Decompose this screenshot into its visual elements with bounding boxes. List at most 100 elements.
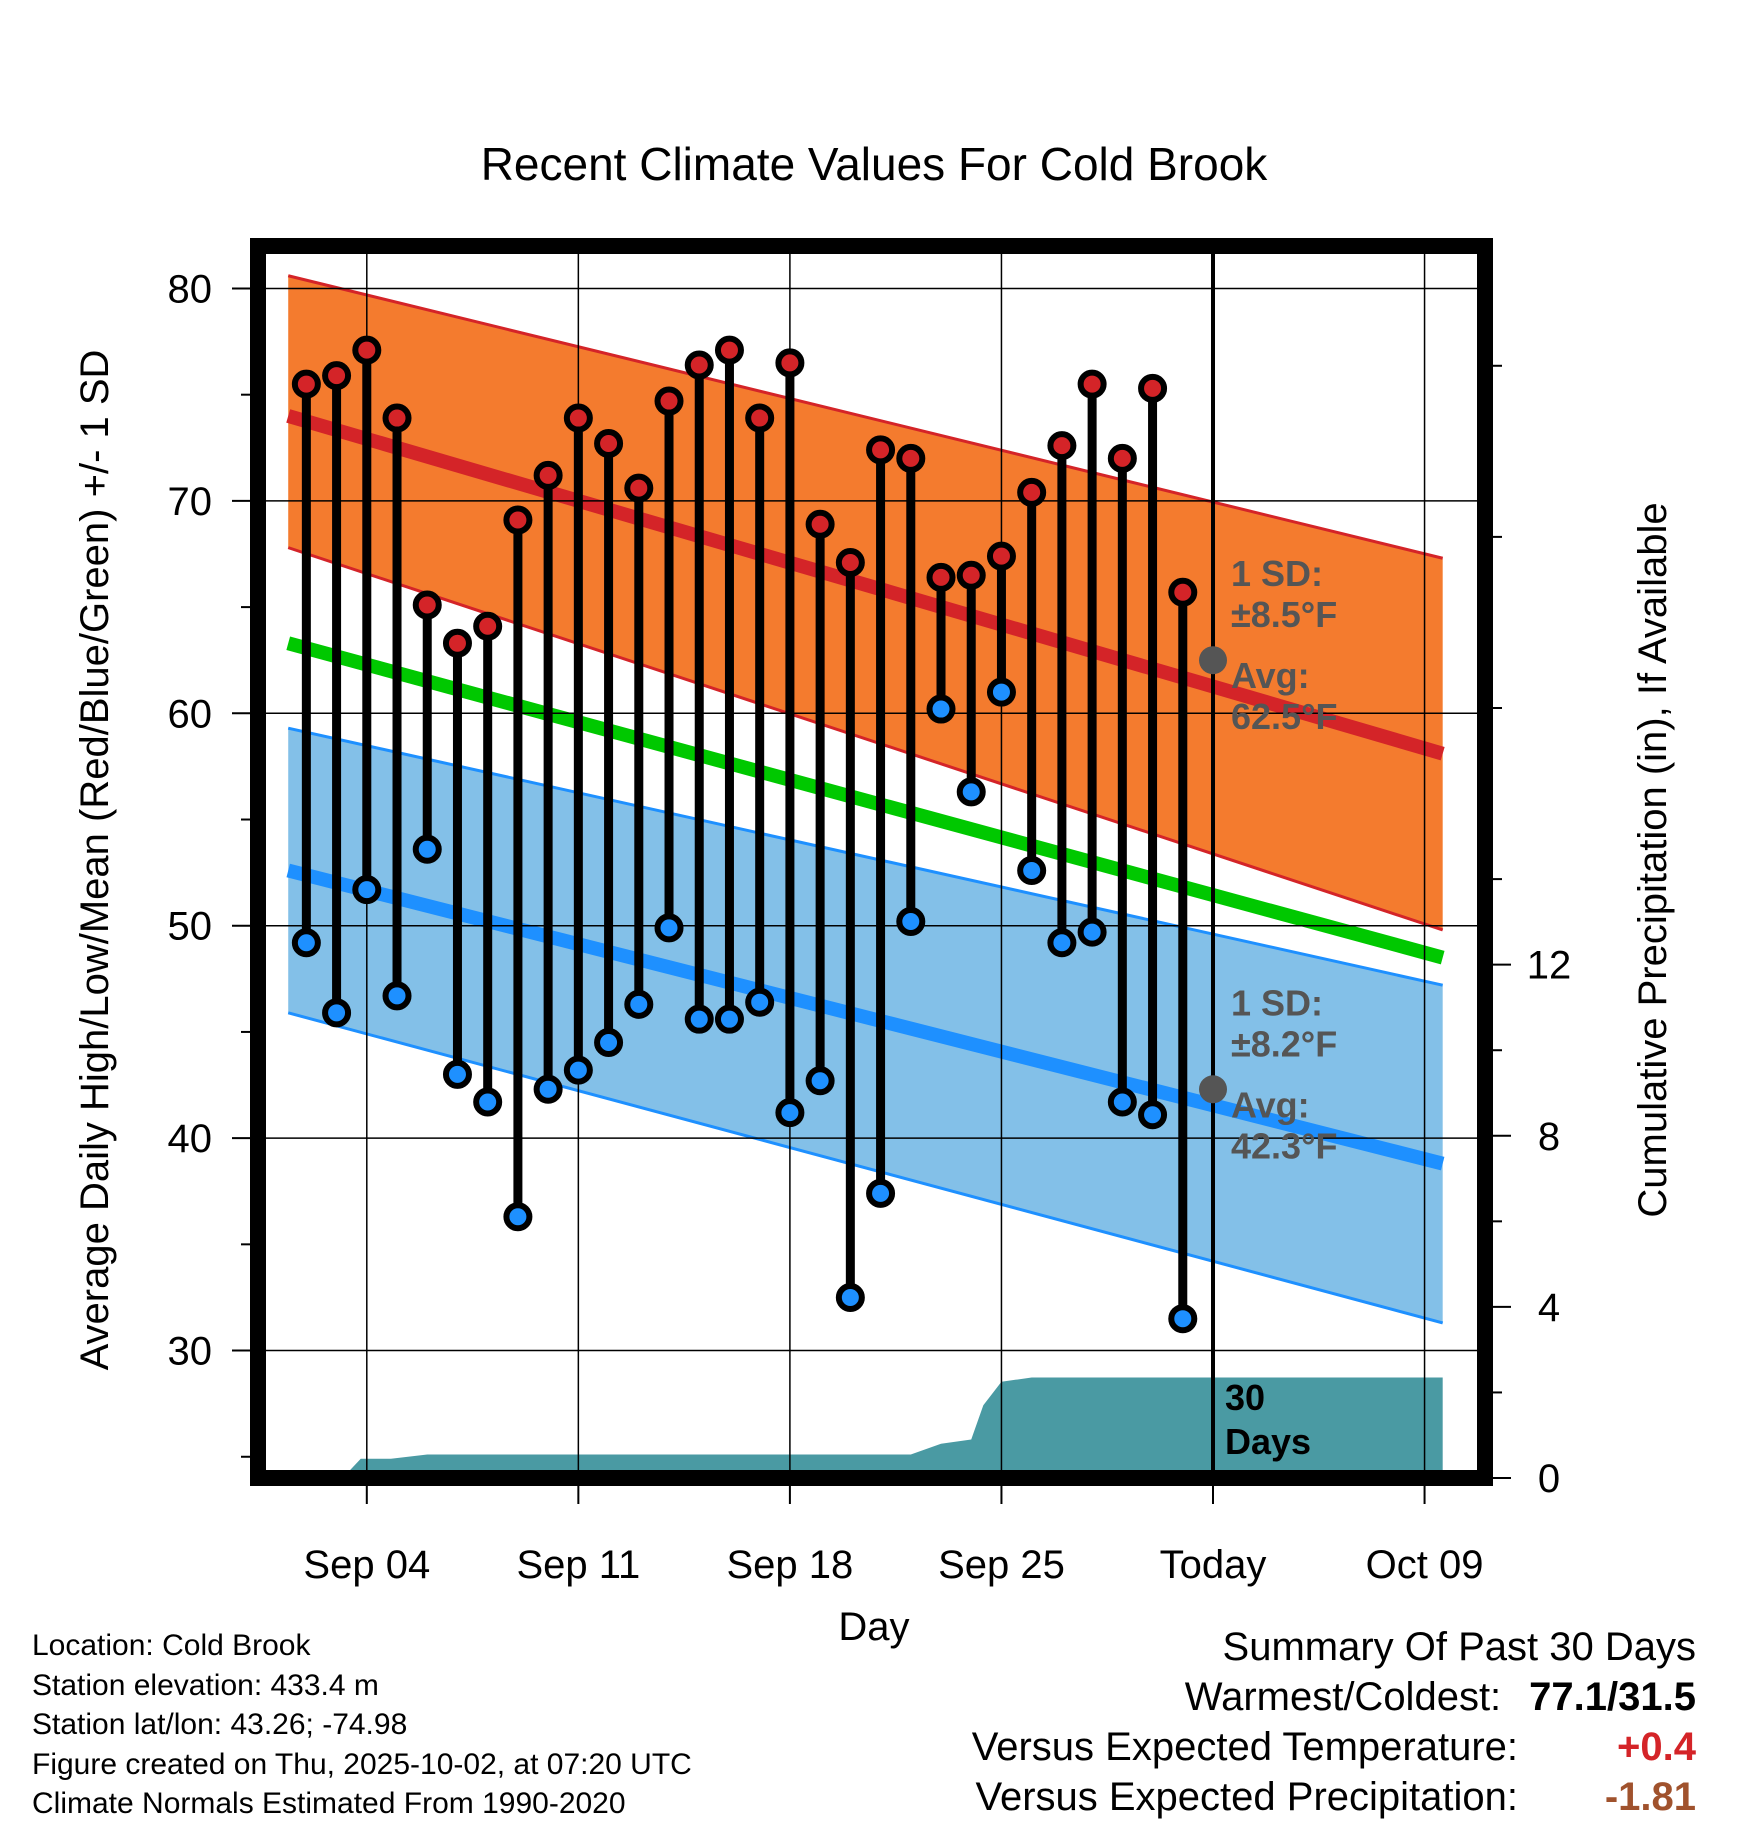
created-text: Figure created on Thu, 2025-10-02, at 07… — [32, 1747, 692, 1781]
daily-high-point — [473, 611, 503, 641]
today-high-avg-marker — [1199, 646, 1228, 675]
daily-high-point — [412, 590, 442, 620]
daily-low-point — [986, 677, 1016, 707]
low-normal-line — [286, 863, 1445, 1171]
normals-text: Climate Normals Estimated From 1990-2020 — [32, 1787, 626, 1820]
high-avg-value: 62.5°F — [1231, 696, 1337, 737]
daily-low-point — [714, 1004, 744, 1034]
y2-tick-label: 8 — [1538, 1115, 1560, 1159]
daily-high-point — [1047, 431, 1077, 461]
daily-high-point — [654, 386, 684, 416]
temp-value: +0.4 — [1617, 1725, 1696, 1769]
high-avg-label: Avg: — [1231, 655, 1310, 696]
summary-panel: Summary Of Past 30 Days Warmest/Coldest:… — [972, 1622, 1696, 1822]
y-tick-label: 70 — [168, 480, 213, 524]
daily-high-point — [503, 505, 533, 535]
daily-high-point — [1138, 373, 1168, 403]
x-tick-label: Sep 11 — [516, 1543, 640, 1587]
precipitation-area — [288, 1377, 1443, 1478]
plot-frame — [250, 238, 1493, 1486]
daily-low-point — [291, 928, 321, 958]
daily-high-point — [866, 435, 896, 465]
low-sd-value: ±8.2°F — [1231, 1023, 1337, 1064]
daily-low-point — [594, 1028, 624, 1058]
x-axis-label: Day — [838, 1605, 909, 1649]
y-tick-label: 30 — [168, 1330, 213, 1374]
daily-high-point — [714, 335, 744, 365]
elevation-text: Station elevation: 433.4 m — [32, 1668, 379, 1702]
daily-low-point — [1047, 928, 1077, 958]
daily-high-point — [1077, 369, 1107, 399]
today-low-avg-marker — [1199, 1075, 1228, 1104]
y2-axis-label: Cumulative Precipitation (in), If Availa… — [1631, 502, 1675, 1217]
y2-tick-label: 0 — [1538, 1457, 1560, 1501]
y-tick-label: 50 — [168, 905, 213, 949]
daily-low-point — [1107, 1087, 1137, 1117]
low-avg-value: 42.3°F — [1231, 1125, 1337, 1166]
x-tick-label: Sep 04 — [303, 1543, 430, 1587]
daily-high-point — [896, 443, 926, 473]
summary-precipitation: Versus Expected Precipitation: -1.81 — [972, 1772, 1696, 1822]
y-tick-label: 60 — [168, 692, 213, 736]
high-sd-label: 1 SD: — [1231, 553, 1323, 594]
daily-low-point — [775, 1098, 805, 1128]
daily-low-point — [896, 906, 926, 936]
warmest-coldest-label: Warmest/Coldest: — [1184, 1675, 1502, 1719]
low-sd-band-upper-edge — [287, 726, 1444, 987]
low-avg-label: Avg: — [1231, 1084, 1310, 1125]
daily-low-point — [352, 875, 382, 905]
y-tick-label: 40 — [168, 1117, 213, 1161]
daily-low-point — [1168, 1304, 1198, 1334]
high-sd-value: ±8.5°F — [1231, 594, 1337, 635]
daily-low-point — [835, 1282, 865, 1312]
daily-high-point — [926, 562, 956, 592]
daily-high-point — [442, 628, 472, 658]
daily-low-point — [926, 694, 956, 724]
daily-high-point — [563, 403, 593, 433]
daily-low-point — [805, 1066, 835, 1096]
high-sd-band-upper-edge — [287, 274, 1444, 560]
daily-high-point — [533, 460, 563, 490]
daily-low-point — [745, 987, 775, 1017]
chart-title: Recent Climate Values For Cold Brook — [481, 138, 1269, 190]
daily-high-point — [594, 429, 624, 459]
daily-low-point — [412, 834, 442, 864]
x-tick-label: Oct 09 — [1366, 1543, 1484, 1587]
x-tick-label: Sep 18 — [727, 1543, 854, 1587]
daily-high-point — [322, 361, 352, 391]
daily-low-point — [956, 777, 986, 807]
precip-days-label: Days — [1225, 1421, 1311, 1462]
daily-low-point — [1017, 855, 1047, 885]
daily-low-point — [624, 989, 654, 1019]
daily-high-point — [775, 348, 805, 378]
warmest-coldest-value: 77.1/31.5 — [1529, 1675, 1696, 1719]
precip-value: -1.81 — [1604, 1775, 1696, 1819]
y2-tick-label: 4 — [1538, 1286, 1560, 1330]
daily-low-point — [533, 1074, 563, 1104]
daily-low-point — [503, 1202, 533, 1232]
daily-low-point — [654, 913, 684, 943]
daily-low-point — [1077, 917, 1107, 947]
mean-normal-line — [286, 636, 1445, 965]
daily-high-point — [624, 473, 654, 503]
summary-warmest-coldest: Warmest/Coldest: 77.1/31.5 — [972, 1672, 1696, 1722]
y-axis-label: Average Daily High/Low/Mean (Red/Blue/Gr… — [73, 350, 117, 1371]
precip-days-count: 30 — [1225, 1377, 1265, 1418]
station-info: Location: Cold Brook Station elevation: … — [32, 1626, 692, 1824]
x-tick-label: Sep 25 — [938, 1543, 1065, 1587]
latlon-text: Station lat/lon: 43.26; -74.98 — [32, 1708, 408, 1741]
daily-high-point — [745, 403, 775, 433]
high-normal-line — [286, 409, 1445, 761]
daily-low-point — [684, 1004, 714, 1034]
daily-low-point — [473, 1087, 503, 1117]
precip-label: Versus Expected Precipitation: — [975, 1775, 1518, 1819]
daily-high-point — [1017, 477, 1047, 507]
daily-low-point — [866, 1178, 896, 1208]
daily-high-point — [382, 403, 412, 433]
daily-low-point — [382, 981, 412, 1011]
x-tick-label: Today — [1160, 1543, 1267, 1587]
low-sd-band-lower-edge — [287, 1011, 1444, 1325]
summary-heading: Summary Of Past 30 Days — [1222, 1625, 1696, 1669]
low-sd-label: 1 SD: — [1231, 982, 1323, 1023]
